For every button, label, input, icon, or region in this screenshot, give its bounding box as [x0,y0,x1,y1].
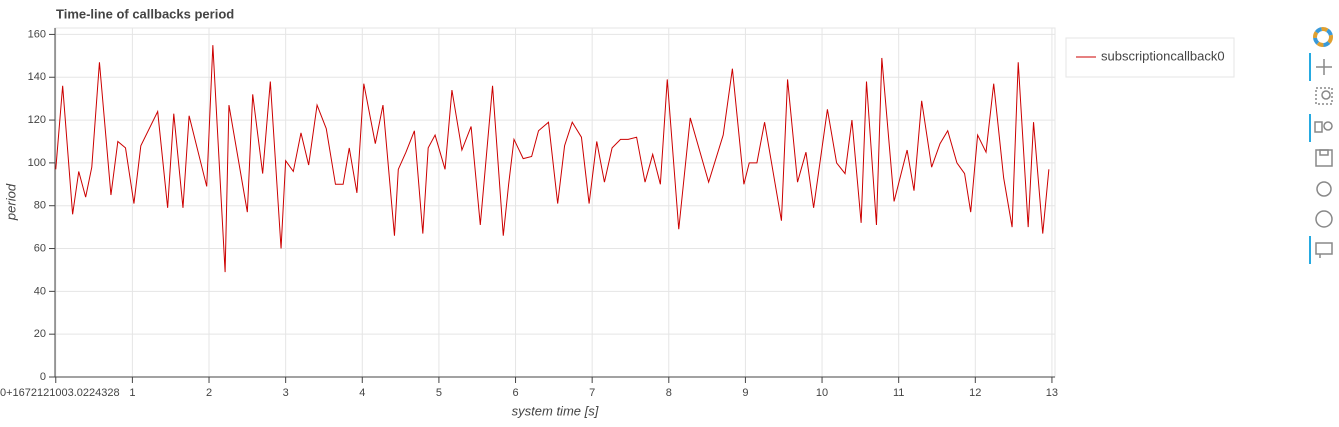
y-tick-label: 20 [34,328,46,340]
x-tick-label: 11 [893,387,904,399]
toolbar [1309,27,1333,264]
y-axis-label: period [3,183,18,221]
x-tick-label: 8 [666,387,672,399]
reset-tool[interactable] [1316,181,1332,197]
help-tool[interactable] [1315,210,1333,228]
y-tick-label: 60 [34,242,46,254]
legend-label: subscriptioncallback0 [1101,48,1225,63]
x-tick-label: 7 [589,387,595,399]
pan-tool[interactable] [1316,59,1332,75]
save-tool[interactable] [1315,149,1333,167]
x-tick-label: 9 [742,387,748,399]
x-tick-label: 5 [436,387,442,399]
x-tick-label: 4 [359,387,365,399]
x-tick-label: 1 [129,387,135,399]
chart-title: Time-line of callbacks period [56,6,234,21]
x-tick-label: 0+1672121003.0224328 [0,387,120,399]
x-tick-label: 13 [1046,387,1058,399]
x-tick-label: 12 [969,387,981,399]
x-tick-label: 10 [816,387,828,399]
x-tick-label: 2 [206,387,212,399]
y-tick-label: 0 [40,371,46,383]
data-line [55,45,1050,273]
y-tick-label: 160 [28,28,46,40]
bokeh-logo[interactable] [1313,27,1333,47]
box-zoom-tool[interactable] [1315,87,1333,105]
y-tick-label: 140 [28,71,46,83]
x-tick-label: 3 [283,387,289,399]
hover-tool[interactable] [1315,242,1333,258]
x-tick-label: 6 [512,387,518,399]
x-axis-label: system time [s] [512,403,599,418]
y-tick-label: 80 [34,200,46,212]
y-tick-label: 120 [28,114,46,126]
y-tick-label: 40 [34,285,46,297]
wheel-zoom-tool[interactable] [1314,121,1333,133]
y-tick-label: 100 [28,157,46,169]
plot-area [54,27,1056,378]
